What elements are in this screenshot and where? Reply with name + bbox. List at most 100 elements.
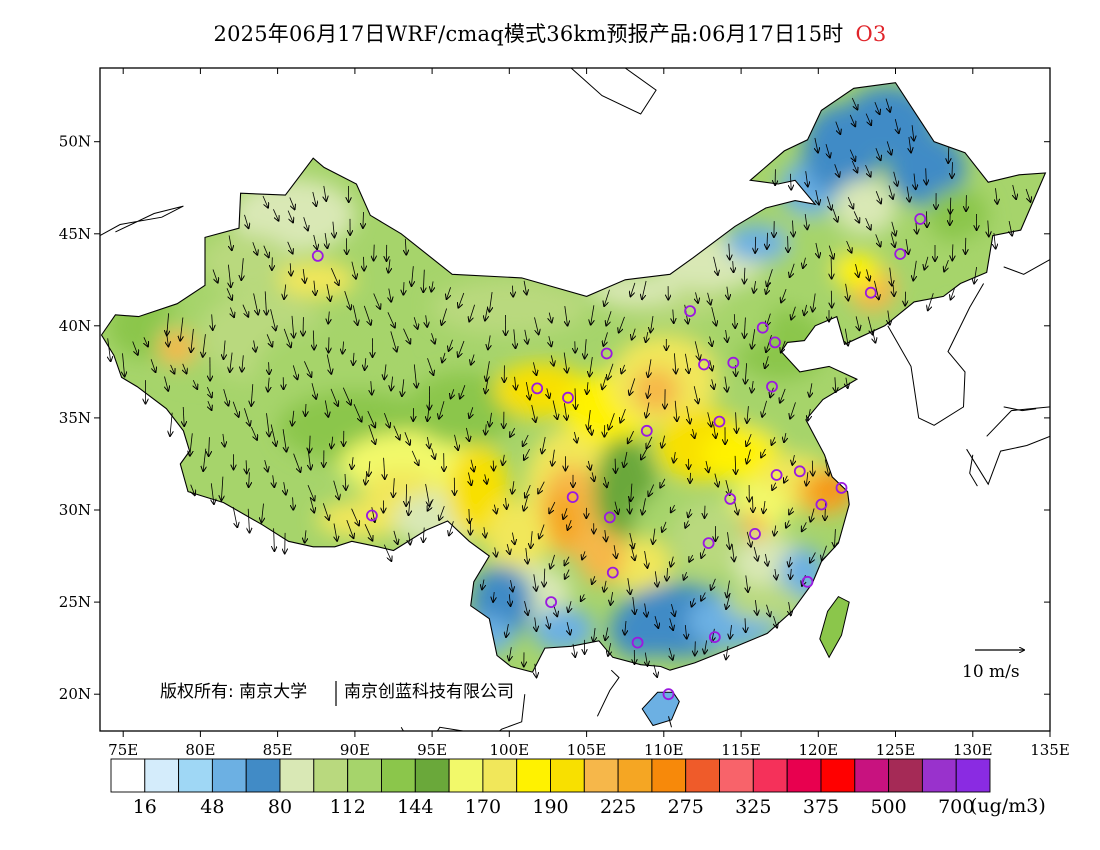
wind-arrow-266 [808,409,810,420]
wind-arrow-410 [226,288,232,300]
colorbar-swatch-8 [381,758,416,793]
wind-arrow-289 [587,382,588,394]
wind-arrow-276 [330,388,338,406]
wind-arrow-308 [230,352,232,372]
wind-arrow-140 [211,483,214,504]
wind-arrow-146 [333,480,339,500]
wind-arrow-457 [733,261,734,272]
wind-arrow-493 [994,232,996,249]
wind-arrow-505 [853,211,859,222]
wind-arrow-352 [432,333,435,343]
city-marker-hohhot [684,305,696,318]
wind-arrow-306 [183,363,187,374]
wind-arrow-298 [770,387,773,398]
colorbar-swatch-13 [550,758,585,793]
wind-arrow-543 [849,149,855,161]
colorbar-label-3: 112 [330,796,366,818]
city-marker-changchun [894,248,907,260]
wind-arrow-419 [403,282,404,295]
title-main: 2025年06月17日WRF/cmaq模式36km预报产品:06月17日15时 [213,22,844,46]
wind-arrow-47 [565,569,569,579]
wind-arrow-536 [865,164,871,177]
wind-arrow-528 [996,188,998,204]
wind-arrow-414 [314,280,316,295]
wind-arrow-40 [755,600,757,615]
wind-arrow-474 [314,234,317,249]
wind-arrow-159 [592,472,594,481]
wind-arrow-110 [262,503,264,523]
wind-arrow-269 [193,380,197,389]
wind-arrow-197 [735,455,736,474]
wind-arrow-88 [449,521,454,535]
ozone-patch-33 [702,427,780,483]
wind-arrow-91 [512,532,514,545]
wind-arrow-451 [351,261,356,279]
colorbar-swatch-6 [313,758,349,793]
wind-arrow-338 [144,337,148,346]
wind-arrow-42 [789,602,791,615]
wind-arrow-424 [512,285,513,297]
wind-arrow-106 [802,522,807,531]
wind-arrow-351 [403,328,411,344]
wind-arrow-385 [414,317,417,329]
wind-arrow-336 [108,338,111,361]
wind-arrow-222 [574,431,577,443]
wind-arrow-439 [874,280,878,300]
wind-arrow-471 [252,242,257,254]
wind-arrow-203 [190,433,193,455]
wind-arrow-265 [790,402,796,418]
colorbar-swatch-19 [752,758,788,793]
wind-arrow-549 [849,114,855,126]
colorbar-swatch-3 [211,758,247,793]
wind-arrow-54 [711,578,716,590]
wind-arrow-67 [614,545,616,558]
wind-arrow-258 [646,402,649,417]
wind-arrow-415 [327,284,330,301]
city-marker-harbin [914,213,927,225]
wind-arrow-279 [391,376,393,391]
wind-arrow-234 [170,412,172,436]
wind-arrow-312 [304,361,311,377]
wind-arrow-138 [825,502,826,521]
wind-arrow-15 [546,616,549,628]
wind-arrow-108 [232,506,237,527]
wind-arrow-237 [232,401,238,417]
wind-arrow-286 [526,382,529,399]
coastline-4 [100,205,184,237]
wind-arrow-107 [835,529,836,547]
wind-arrow-302 [846,377,848,388]
wind-arrow-27 [493,592,494,602]
wind-arrow-463 [856,264,859,277]
colorbar-swatch-25 [955,758,991,793]
wind-arrow-70 [671,556,674,567]
lon-tick-label-3: 90E [340,741,370,759]
ozone-patch-4 [200,233,293,289]
colorbar-label-2: 80 [268,796,292,818]
wind-arrow-292 [648,385,650,398]
ozone-patch-32 [741,371,819,446]
wind-arrow-38 [701,592,705,601]
coastline-3 [1003,259,1050,275]
wind-arrow-477 [374,244,375,261]
wind-arrow-109 [248,508,249,533]
wind-arrow-547 [948,146,949,163]
wind-arrow-134 [753,496,754,512]
wind-arrow-69 [645,551,648,568]
wind-arrow-480 [729,243,730,260]
coastline-11 [969,454,978,487]
wind-arrow-196 [706,460,709,472]
city-marker-chongqing [603,511,616,524]
wind-arrow-458 [744,267,745,284]
wind-arrow-416 [344,290,351,309]
wind-arrow-135 [763,500,765,513]
wind-arrow-166 [725,480,730,495]
wind-arrow-443 [951,287,955,300]
wind-arrow-361 [603,332,608,345]
wind-arrow-445 [228,264,230,288]
wind-arrow-142 [249,472,250,487]
wind-arrow-157 [538,481,545,494]
wind-arrow-271 [223,389,229,405]
wind-arrow-334 [745,363,746,384]
wind-arrow-553 [851,97,857,109]
wind-arrow-407 [856,316,859,330]
